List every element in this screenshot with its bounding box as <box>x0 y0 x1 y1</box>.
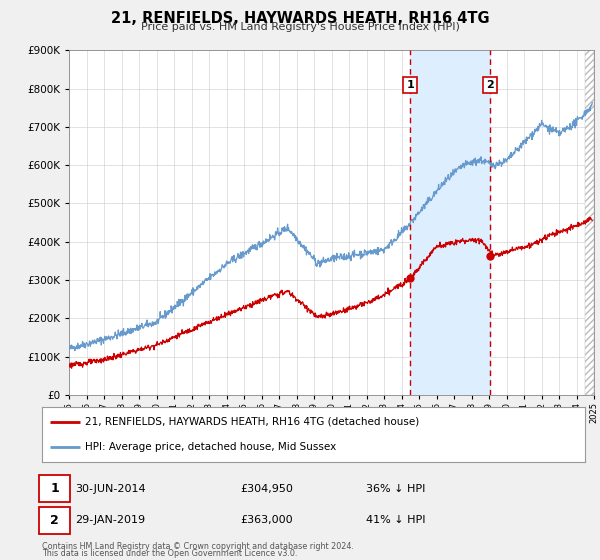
Text: 21, RENFIELDS, HAYWARDS HEATH, RH16 4TG: 21, RENFIELDS, HAYWARDS HEATH, RH16 4TG <box>110 11 490 26</box>
Text: 2: 2 <box>50 514 59 527</box>
Text: 36% ↓ HPI: 36% ↓ HPI <box>366 484 425 494</box>
Text: £304,950: £304,950 <box>240 484 293 494</box>
Text: 21, RENFIELDS, HAYWARDS HEATH, RH16 4TG (detached house): 21, RENFIELDS, HAYWARDS HEATH, RH16 4TG … <box>85 417 419 427</box>
Bar <box>410 50 490 395</box>
Text: 2: 2 <box>487 80 494 90</box>
Text: 1: 1 <box>406 80 414 90</box>
Text: 1: 1 <box>50 482 59 496</box>
Text: 30-JUN-2014: 30-JUN-2014 <box>75 484 146 494</box>
Text: Price paid vs. HM Land Registry's House Price Index (HPI): Price paid vs. HM Land Registry's House … <box>140 22 460 32</box>
Text: HPI: Average price, detached house, Mid Sussex: HPI: Average price, detached house, Mid … <box>85 442 337 452</box>
Bar <box>585 50 594 395</box>
Text: Contains HM Land Registry data © Crown copyright and database right 2024.: Contains HM Land Registry data © Crown c… <box>42 542 354 551</box>
Text: 29-JAN-2019: 29-JAN-2019 <box>75 515 145 525</box>
Text: £363,000: £363,000 <box>240 515 293 525</box>
Bar <box>585 50 594 395</box>
Text: This data is licensed under the Open Government Licence v3.0.: This data is licensed under the Open Gov… <box>42 549 298 558</box>
Text: 41% ↓ HPI: 41% ↓ HPI <box>366 515 425 525</box>
